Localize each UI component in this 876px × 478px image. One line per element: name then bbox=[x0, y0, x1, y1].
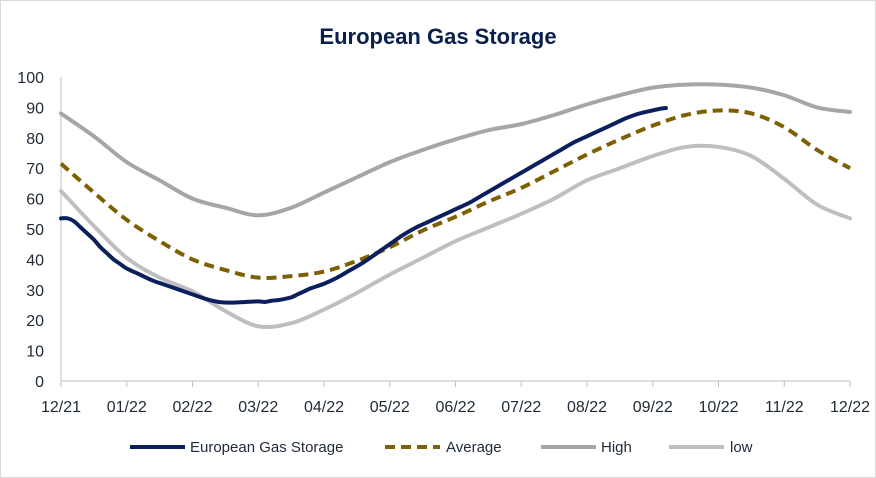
x-tick-label: 05/22 bbox=[370, 399, 410, 416]
legend-label-average: Average bbox=[446, 439, 502, 456]
x-tick-label: 02/22 bbox=[172, 399, 212, 416]
y-tick-label: 30 bbox=[26, 283, 44, 300]
y-tick-label: 70 bbox=[26, 161, 44, 178]
x-tick-label: 07/22 bbox=[501, 399, 541, 416]
x-tick-label: 11/22 bbox=[765, 399, 804, 416]
series-line-european-gas-storage bbox=[59, 106, 668, 305]
y-tick-label: 60 bbox=[26, 192, 44, 209]
y-tick-label: 10 bbox=[26, 344, 44, 361]
legend: European Gas Storage Average High low bbox=[130, 439, 753, 456]
x-tick-label: 06/22 bbox=[435, 399, 475, 416]
y-tick-label: 20 bbox=[26, 313, 44, 330]
legend-item-european-gas-storage: European Gas Storage bbox=[130, 439, 343, 456]
x-tick-label: 04/22 bbox=[304, 399, 344, 416]
legend-label-european-gas-storage: European Gas Storage bbox=[190, 439, 343, 456]
y-tick-label: 80 bbox=[26, 131, 44, 148]
chart-title: European Gas Storage bbox=[319, 24, 556, 49]
x-tick-label: 03/22 bbox=[238, 399, 278, 416]
series-line-low bbox=[59, 143, 852, 330]
x-tick-label: 12/21 bbox=[41, 399, 81, 416]
y-tick-label: 100 bbox=[17, 70, 44, 87]
y-axis: 0 10 20 30 40 50 60 70 80 90 100 bbox=[17, 70, 62, 391]
x-tick-label: 12/22 bbox=[830, 399, 870, 416]
y-tick-label: 0 bbox=[35, 374, 44, 391]
x-axis: 12/21 01/22 02/22 03/22 04/22 05/22 06/22 07/22… bbox=[41, 380, 870, 416]
legend-label-high: High bbox=[601, 439, 632, 456]
x-tick-label: 09/22 bbox=[633, 399, 673, 416]
legend-item-low: low bbox=[669, 439, 753, 456]
series-line-average bbox=[59, 108, 851, 280]
y-tick-label: 90 bbox=[26, 100, 44, 117]
legend-item-average: Average bbox=[385, 439, 502, 456]
y-tick-label: 50 bbox=[26, 222, 44, 239]
legend-item-high: High bbox=[541, 439, 632, 456]
x-tick-label: 08/22 bbox=[567, 399, 607, 416]
x-tick-label: 01/22 bbox=[107, 399, 147, 416]
series-line-high bbox=[59, 82, 852, 218]
series-lines bbox=[59, 82, 852, 330]
y-tick-label: 40 bbox=[26, 252, 44, 269]
legend-label-low: low bbox=[730, 439, 753, 456]
x-tick-label: 10/22 bbox=[698, 399, 738, 416]
